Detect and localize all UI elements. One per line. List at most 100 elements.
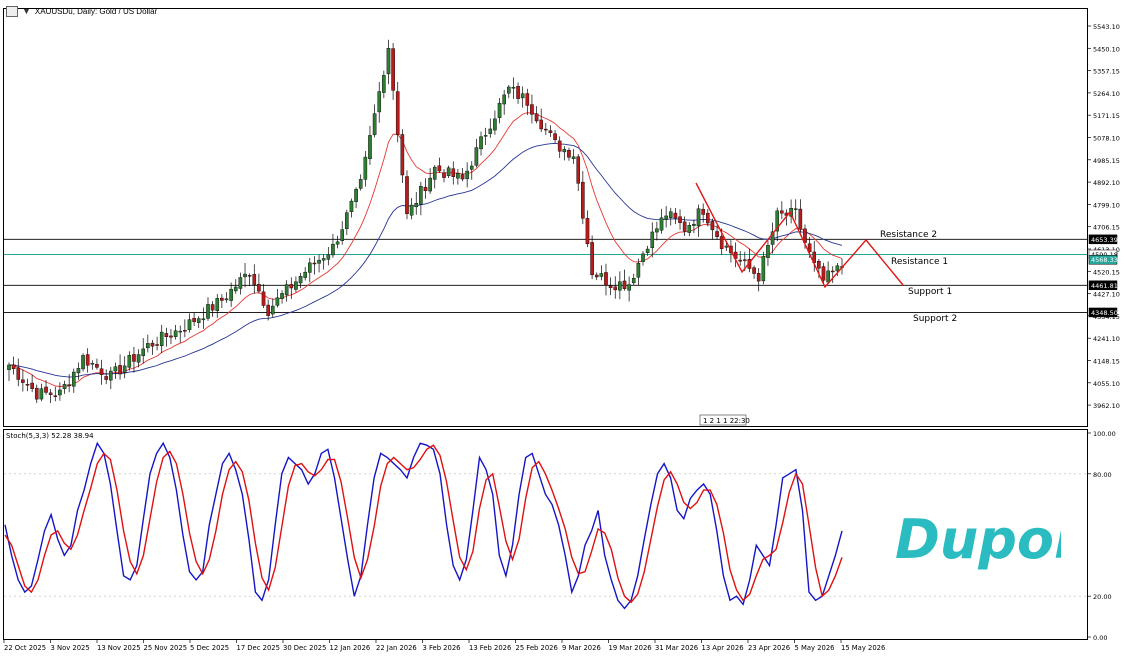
candle-body[interactable] [21, 379, 25, 383]
candle-body[interactable] [224, 298, 229, 301]
candle-body[interactable] [391, 48, 395, 91]
candle-body[interactable] [483, 135, 488, 137]
candle-body[interactable] [345, 212, 349, 229]
pattern-drawing[interactable] [695, 182, 904, 289]
candle-body[interactable] [502, 94, 506, 105]
candle-body[interactable] [738, 259, 742, 262]
candle-body[interactable] [159, 331, 164, 346]
candle-body[interactable] [465, 170, 469, 180]
candle-body[interactable] [377, 91, 382, 113]
candle-body[interactable] [668, 211, 673, 218]
candle-body[interactable] [636, 263, 641, 278]
candle-body[interactable] [826, 270, 830, 283]
candle-body[interactable] [830, 270, 835, 273]
candle-body[interactable] [312, 262, 317, 265]
candle-body[interactable] [90, 363, 95, 365]
candle-body[interactable] [682, 221, 687, 232]
candle-body[interactable] [53, 395, 58, 397]
candle-body[interactable] [562, 148, 567, 153]
candle-body[interactable] [113, 366, 118, 372]
candle-body[interactable] [261, 291, 266, 306]
candle-body[interactable] [104, 376, 108, 380]
candle-body[interactable] [136, 354, 141, 363]
candle-body[interactable] [122, 365, 127, 373]
candle-body[interactable] [530, 104, 534, 115]
candle-body[interactable] [622, 280, 627, 289]
candle-body[interactable] [775, 210, 780, 232]
candle-body[interactable] [655, 228, 659, 233]
candle-body[interactable] [835, 265, 840, 272]
candle-body[interactable] [81, 355, 85, 370]
candle-body[interactable] [673, 212, 678, 219]
candle-body[interactable] [132, 354, 136, 362]
candle-body[interactable] [743, 259, 747, 261]
candlesticks[interactable] [7, 39, 844, 404]
candle-body[interactable] [724, 245, 729, 248]
candle-body[interactable] [437, 165, 442, 172]
candle-body[interactable] [770, 231, 775, 245]
candle-body[interactable] [39, 388, 44, 400]
candle-body[interactable] [298, 275, 303, 284]
candle-body[interactable] [631, 278, 636, 284]
download-icon[interactable]: ▼ [22, 6, 31, 16]
candle-body[interactable] [266, 304, 270, 316]
candle-body[interactable] [270, 305, 275, 315]
candle-body[interactable] [761, 256, 766, 282]
candle-body[interactable] [368, 135, 372, 160]
candle-body[interactable] [419, 185, 423, 205]
candle-body[interactable] [798, 208, 803, 230]
candle-body[interactable] [613, 286, 618, 291]
candle-body[interactable] [576, 156, 581, 184]
candle-body[interactable] [571, 156, 576, 159]
candle-body[interactable] [539, 119, 543, 130]
candle-body[interactable] [821, 266, 826, 281]
candle-body[interactable] [446, 167, 451, 177]
candle-body[interactable] [247, 275, 252, 277]
candle-body[interactable] [349, 200, 354, 212]
candle-body[interactable] [85, 354, 90, 366]
chart-menu-icon[interactable] [6, 5, 18, 17]
candle-body[interactable] [146, 343, 150, 349]
candle-body[interactable] [358, 179, 363, 189]
candle-body[interactable] [67, 384, 71, 386]
candle-body[interactable] [340, 229, 345, 242]
candle-body[interactable] [386, 48, 391, 75]
candle-body[interactable] [687, 225, 692, 233]
candle-body[interactable] [442, 172, 446, 178]
candle-body[interactable] [553, 133, 557, 140]
candle-body[interactable] [705, 212, 710, 224]
candle-body[interactable] [289, 284, 294, 289]
candle-body[interactable] [405, 176, 409, 214]
candle-body[interactable] [308, 262, 312, 273]
candle-body[interactable] [766, 245, 770, 258]
candle-body[interactable] [48, 392, 53, 395]
candle-body[interactable] [164, 333, 169, 337]
candle-body[interactable] [187, 319, 192, 330]
candle-body[interactable] [229, 288, 233, 301]
candle-body[interactable] [118, 365, 122, 375]
candle-body[interactable] [719, 236, 724, 249]
candle-body[interactable] [62, 384, 67, 389]
candle-body[interactable] [474, 147, 479, 166]
candle-body[interactable] [710, 221, 715, 231]
candle-body[interactable] [58, 389, 62, 396]
candle-body[interactable] [30, 382, 34, 389]
candle-body[interactable] [331, 243, 335, 256]
candle-body[interactable] [275, 297, 280, 306]
candle-body[interactable] [594, 274, 599, 278]
candle-body[interactable] [99, 368, 104, 375]
candle-body[interactable] [428, 177, 432, 192]
candle-body[interactable] [382, 75, 386, 93]
candle-body[interactable] [11, 364, 16, 370]
candle-body[interactable] [534, 113, 539, 122]
candle-body[interactable] [25, 384, 30, 386]
candle-body[interactable] [516, 86, 520, 99]
candle-body[interactable] [432, 166, 437, 180]
candle-body[interactable] [497, 102, 502, 118]
candle-body[interactable] [599, 273, 604, 277]
candle-body[interactable] [423, 186, 428, 191]
candle-body[interactable] [210, 304, 215, 311]
candle-body[interactable] [233, 286, 238, 292]
candle-body[interactable] [196, 318, 201, 323]
